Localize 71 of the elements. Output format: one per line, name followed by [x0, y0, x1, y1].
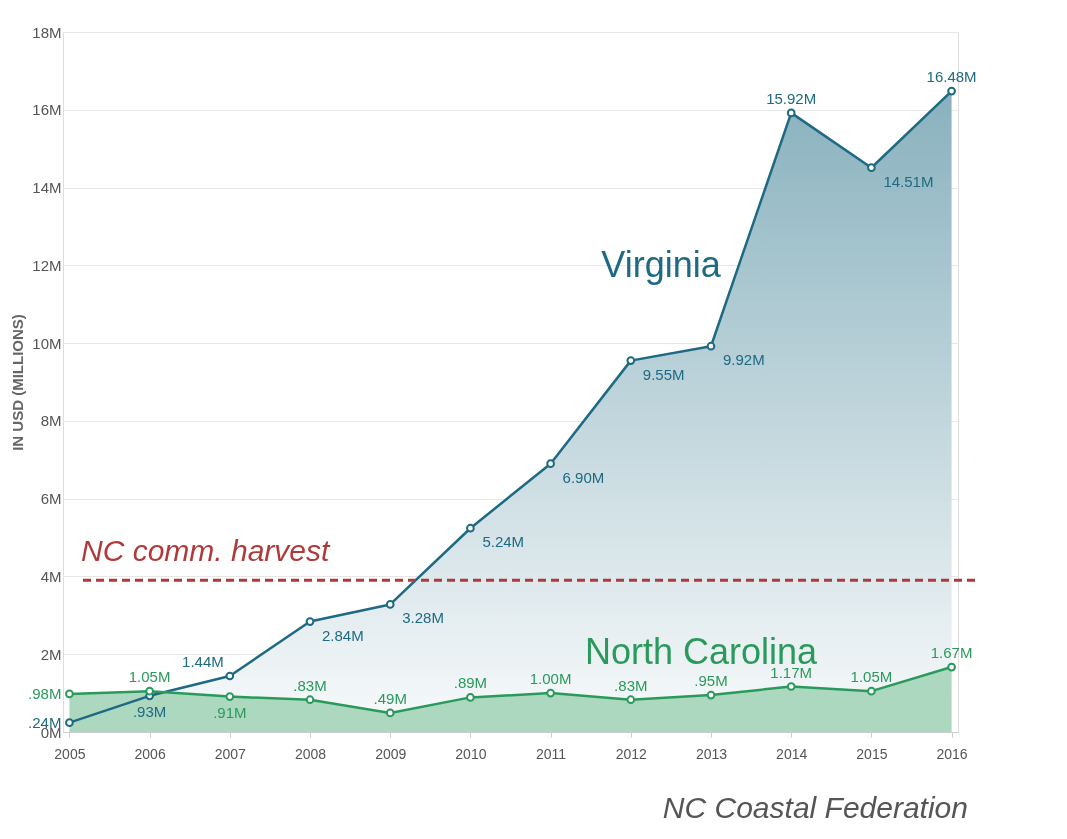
data-label: .91M: [213, 703, 247, 721]
x-tick-label: 2005: [54, 745, 86, 762]
ref-line-label: NC comm. harvest: [81, 534, 332, 568]
point: [867, 163, 876, 173]
point: [65, 718, 74, 728]
point: [626, 356, 636, 365]
data-label: .95M: [694, 672, 728, 690]
data-label: .89M: [453, 674, 488, 692]
y-tick-label: 2M: [40, 645, 62, 663]
y-tick-label: 12M: [32, 256, 62, 274]
data-label: 6.90M: [562, 468, 605, 486]
x-tick-label: 2016: [936, 745, 968, 762]
y-tick-label: 16M: [32, 101, 62, 119]
data-label: 9.55M: [642, 365, 685, 383]
data-label: 2.84M: [322, 626, 364, 644]
data-label: .83M: [293, 676, 327, 694]
point: [546, 688, 555, 698]
point: [225, 671, 235, 681]
point: [305, 695, 315, 705]
y-tick-label: 18M: [32, 23, 62, 41]
x-tick-label: 2012: [615, 745, 648, 762]
text: NC Coastal Federation: [662, 791, 968, 824]
data-label: .93M: [132, 702, 167, 720]
x-tick-label: 2013: [695, 745, 728, 762]
y-tick-label: 4M: [40, 567, 62, 585]
point: [385, 708, 395, 718]
data-label: .83M: [614, 676, 648, 694]
x-tick-label: 2011: [536, 745, 567, 762]
data-label: .49M: [373, 689, 407, 707]
point: [786, 108, 796, 118]
y-axis-title: IN USD (MILLIONS): [9, 314, 27, 451]
point: [546, 459, 555, 469]
point: [385, 600, 395, 609]
data-label: 9.92M: [722, 351, 765, 369]
x-tick-label: 2008: [294, 745, 327, 762]
y-tick-label: 10M: [32, 334, 62, 352]
point: [225, 692, 235, 701]
y-tick-label: 14M: [32, 179, 62, 197]
data-label: .98M: [28, 684, 62, 702]
data-label: 1.17M: [770, 663, 813, 681]
data-label: 15.92M: [766, 89, 817, 107]
x-tick-label: 2006: [134, 745, 166, 762]
y-tick-label: 8M: [40, 412, 62, 430]
point: [466, 693, 475, 702]
point: [706, 341, 716, 351]
point: [65, 689, 74, 699]
data-label: 1.44M: [182, 653, 224, 670]
data-label: 1.05M: [850, 668, 893, 686]
point: [786, 682, 796, 691]
x-tick-label: 2009: [375, 745, 407, 762]
point: [466, 523, 475, 533]
y-tick-label: 6M: [40, 490, 62, 508]
point: [626, 695, 636, 705]
data-label: 14.51M: [883, 172, 934, 190]
point: [867, 686, 876, 696]
point: [947, 662, 956, 672]
point: [947, 86, 956, 96]
point: [305, 617, 315, 626]
x-tick-label: 2010: [455, 745, 487, 762]
data-label: 1.67M: [930, 644, 973, 662]
point: [145, 686, 154, 696]
x-tick-label: 2014: [776, 745, 808, 762]
x-tick-label: 2007: [214, 745, 247, 762]
point: [706, 690, 716, 700]
series-label: Virginia: [601, 244, 722, 286]
data-label: 16.48M: [926, 68, 977, 86]
data-label: 1.00M: [529, 670, 572, 688]
data-label: 3.28M: [402, 609, 444, 627]
x-tick-label: 2015: [856, 745, 888, 762]
data-label: 1.05M: [128, 668, 171, 686]
data-label: 5.24M: [482, 533, 525, 551]
